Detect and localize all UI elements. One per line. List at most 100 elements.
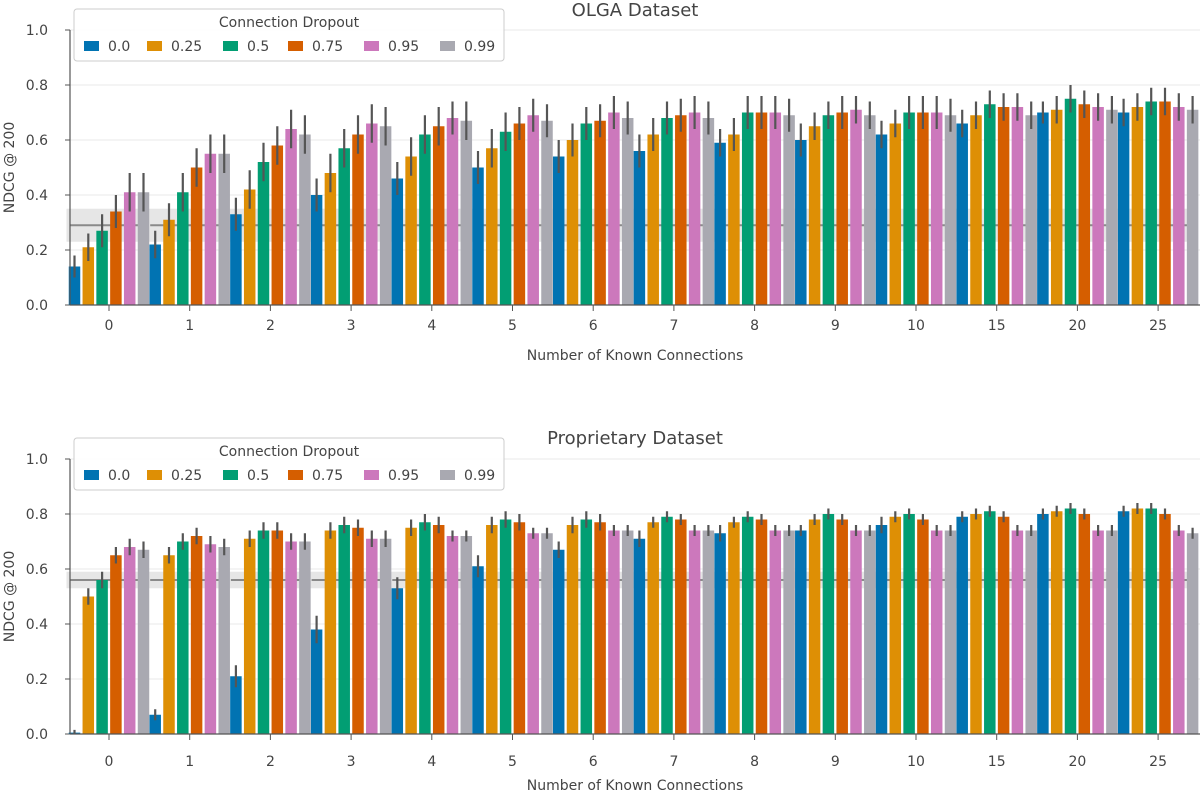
panel-2-x-tick-label: 20 (1068, 754, 1086, 770)
panel-2-bar (405, 527, 417, 734)
panel-1-bar (163, 219, 175, 305)
panel-2-bar (728, 522, 740, 734)
panel-2-y-tick-label: 0.6 (26, 562, 48, 578)
panel-1-x-tick-label: 7 (669, 318, 678, 334)
panel-1-bar (1106, 109, 1118, 305)
panel-2-bar (352, 527, 364, 734)
panel-2-bar (1159, 514, 1171, 734)
panel-1-x-tick-label: 4 (427, 318, 436, 334)
panel-1-title: OLGA Dataset (572, 0, 699, 21)
panel-1-bar (366, 123, 378, 305)
panel-1-bar (1145, 101, 1157, 305)
panel-1-y-axis-label: NDCG @ 200 (2, 122, 18, 214)
panel-1-bar (850, 109, 862, 305)
panel-1-x-tick-label: 9 (831, 318, 840, 334)
panel-2-y-tick-label: 0.8 (26, 507, 48, 523)
panel-2-bar (243, 538, 256, 734)
panel-2-legend-swatch (288, 470, 303, 480)
panel-1-x-tick-label: 0 (105, 318, 114, 334)
panel-1-bar (808, 126, 821, 305)
panel-1-bar (580, 123, 593, 305)
panel-2-bar (486, 525, 498, 734)
panel-1-bar (472, 167, 484, 305)
panel-2-bar (190, 536, 203, 734)
panel-1-bar (110, 211, 122, 305)
panel-1-bar (1131, 107, 1144, 305)
panel-2-bar (96, 580, 108, 734)
panel-1-bar (633, 151, 646, 305)
panel-2-x-tick-label: 15 (988, 754, 1006, 770)
panel-1-bar (755, 112, 768, 305)
panel-1-bar (324, 173, 337, 305)
panel-1-x-tick-label: 2 (266, 318, 275, 334)
panel-1-legend-label: 0.99 (464, 39, 495, 55)
panel-2-bar (917, 519, 929, 734)
panel-2-bar (204, 544, 217, 734)
panel-1-bar (391, 178, 404, 305)
panel-2-y-tick-label: 0.2 (26, 672, 48, 688)
panel-2-bar (633, 538, 646, 734)
panel-1-x-tick-label: 20 (1068, 318, 1086, 334)
panel-2-bar (956, 516, 968, 734)
panel-1-x-tick-label: 8 (750, 318, 759, 334)
panel-2-bar (324, 530, 337, 734)
panel-1-bar (594, 120, 606, 305)
panel-2-bar (137, 549, 150, 734)
panel-2-bar (836, 519, 848, 734)
panel-2-x-axis-label: Number of Known Connections (527, 778, 744, 791)
panel-2-bar (984, 511, 996, 734)
panel-1-bar (917, 112, 929, 305)
panel-1-bar (499, 131, 512, 305)
panel-2-bar (391, 588, 404, 734)
panel-2-bar (594, 522, 606, 734)
panel-2-legend-swatch (147, 470, 162, 480)
panel-2-bar (1025, 530, 1037, 734)
panel-1-bar (486, 148, 498, 305)
panel-1-bar (1050, 109, 1063, 305)
panel-1-bar (552, 156, 565, 305)
panel-1-bar (204, 153, 217, 305)
panel-1-y-tick-label: 0.8 (26, 78, 48, 94)
panel-2-bar (541, 533, 553, 734)
panel-1-bar (310, 195, 323, 305)
panel-1-y-tick-label: 0.6 (26, 133, 48, 149)
panel-2-y-axis-label: NDCG @ 200 (2, 551, 18, 643)
panel-2-bar (285, 541, 297, 734)
panel-1-legend-swatch (288, 41, 303, 51)
panel-2-bar (850, 530, 862, 734)
panel-2-legend-label: 0.95 (388, 468, 419, 484)
panel-1-bar (783, 115, 795, 305)
panel-2-x-tick-label: 3 (347, 754, 356, 770)
panel-1-bar (903, 112, 915, 305)
panel-1-bar (822, 115, 835, 305)
panel-2-x-tick-label: 10 (907, 754, 925, 770)
panel-2-bar (299, 541, 311, 734)
panel-2-bar (446, 536, 459, 734)
panel-2-legend-label: 0.0 (108, 468, 130, 484)
panel-1-legend: Connection Dropout 0.0 0.25 0.5 0.75 0.95 0.99 (73, 8, 505, 62)
panel-1-bar (1117, 112, 1130, 305)
panel-1-legend-swatch (364, 41, 379, 51)
panel-2-bar (944, 530, 957, 734)
panel-2-bar (460, 536, 473, 734)
panel-2-y-tick-label: 1.0 (26, 452, 48, 468)
panel-2-bar (608, 530, 620, 734)
panel-2-bar (123, 547, 136, 734)
panel-1-y-tick-label: 0.0 (26, 298, 48, 314)
panel-1-bar (218, 153, 230, 305)
panel-2-bar (149, 714, 161, 734)
panel-2-bar (177, 541, 189, 734)
panel-2-bar (230, 676, 242, 734)
panel-2-legend-label: 0.99 (464, 468, 495, 484)
panel-1-bar (1037, 112, 1049, 305)
panel-2-legend-swatch (440, 470, 455, 480)
panel-1-bar (661, 118, 673, 305)
panel-1-bar (513, 123, 526, 305)
panel-2-bar (1092, 530, 1104, 734)
panel-2-bar (997, 516, 1010, 734)
panel-1-bar (1011, 107, 1024, 305)
panel-1-bar (446, 118, 459, 305)
panel-2-x-tick-label: 7 (669, 754, 678, 770)
panel-1-bar (984, 104, 996, 305)
panel-2-bar (621, 530, 634, 734)
